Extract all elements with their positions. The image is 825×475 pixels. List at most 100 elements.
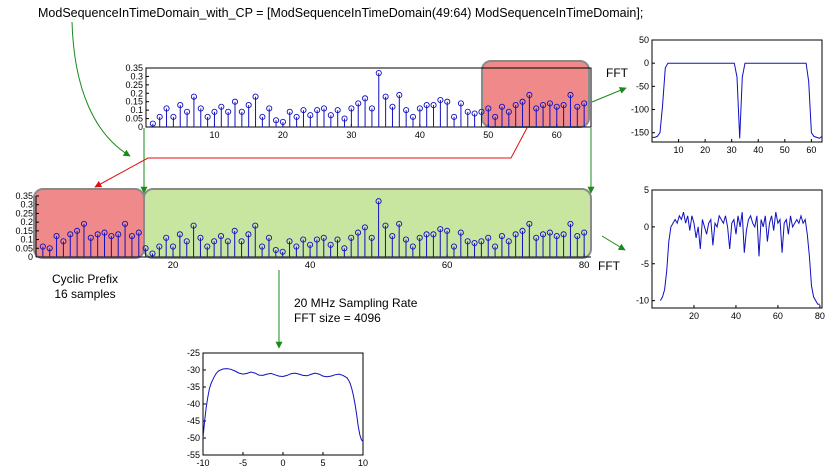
stem-marker (526, 220, 533, 227)
y-tick-label: 0.05 (125, 114, 143, 124)
stem-marker (574, 103, 581, 110)
stem-marker (505, 108, 512, 115)
stem-marker (231, 98, 239, 105)
stem-marker (265, 234, 273, 241)
stem-marker (396, 220, 403, 227)
fft-plot-80: 20 40 60 80 -10 -5 0 5 (636, 185, 825, 321)
stem-marker (341, 115, 348, 122)
y-tick-label: 0.3 (20, 200, 33, 210)
stem-marker (190, 93, 197, 100)
x-tick-label: 0 (280, 458, 285, 468)
stem-marker (176, 231, 183, 238)
x-tick-label: 80 (579, 260, 590, 271)
stem-marker (348, 105, 355, 112)
stem-marker (581, 100, 588, 107)
stem-marker (492, 113, 499, 120)
stem-marker (403, 107, 410, 114)
stem-marker (327, 241, 334, 248)
stem-marker (567, 91, 574, 99)
stem-marker (149, 250, 156, 257)
x-tick-label: 50 (483, 130, 493, 140)
x-tick-label: 60 (552, 130, 562, 140)
y-tick-label: 0.2 (130, 88, 143, 98)
stem-marker (252, 93, 259, 100)
original-sequence-highlight (143, 188, 592, 259)
stem-marker (204, 243, 211, 250)
y-tick-label: 0.25 (125, 80, 143, 90)
x-tick-label: 10 (358, 458, 368, 468)
stem-marker (485, 234, 492, 241)
stem-marker (533, 105, 540, 112)
stem-marker (533, 234, 540, 241)
y-tick-label: -55 (187, 450, 200, 460)
stem-marker (423, 231, 430, 238)
x-tick-label: 20 (168, 260, 179, 271)
cyclic-prefix-label: Cyclic Prefix (52, 272, 118, 286)
y-tick-label: -150 (631, 128, 649, 138)
x-tick-label: 10 (209, 130, 219, 140)
stem-marker (197, 234, 204, 241)
stem-marker (238, 238, 245, 245)
stem-marker (519, 227, 526, 234)
y-tick-label: 0 (644, 222, 649, 232)
stem-marker (286, 108, 293, 115)
stem-marker (53, 233, 60, 240)
stem-marker (101, 229, 108, 236)
stem-marker (368, 234, 375, 241)
fft-size-label: FFT size = 4096 (294, 311, 381, 325)
stem-marker (334, 236, 341, 243)
stem-marker (546, 229, 553, 236)
stem-marker (430, 231, 437, 238)
y-tick-label: 0.35 (125, 63, 143, 73)
x-tick-label: 50 (780, 145, 790, 155)
y-tick-label: 0.15 (15, 226, 33, 236)
y-tick-label: 0.05 (15, 243, 33, 253)
stem-marker (128, 233, 135, 240)
stem-marker (389, 233, 396, 240)
stem-marker (149, 120, 156, 127)
stem-marker (423, 102, 430, 109)
x-tick-label: -10 (196, 458, 209, 468)
stem-marker (402, 236, 410, 243)
stem-marker (122, 220, 129, 227)
stem-marker (361, 224, 368, 231)
stem-marker (156, 243, 163, 250)
x-tick-label: 30 (346, 130, 356, 140)
stem-marker (286, 238, 293, 245)
psd-plot: -10 -5 0 5 10-55-50-45-40-35-30-25 (187, 348, 368, 468)
stem-marker (184, 108, 191, 115)
x-tick-label: 20 (700, 145, 710, 155)
stem-marker (416, 105, 423, 112)
y-tick-label: -50 (636, 81, 649, 91)
stem-marker (60, 238, 67, 245)
stem-marker (279, 118, 286, 125)
stem-marker (87, 234, 94, 241)
x-tick-label: 40 (305, 260, 316, 271)
series-line (659, 211, 820, 305)
stem-marker (409, 113, 417, 120)
y-tick-label: 0.1 (130, 105, 143, 115)
fft-label-top: FFT (606, 66, 629, 80)
plot-frame (145, 67, 592, 128)
stem-marker (238, 108, 245, 115)
stem-marker (492, 243, 499, 250)
stem-marker (450, 243, 458, 250)
x-tick-label: 80 (815, 311, 825, 321)
stem-marker (197, 105, 204, 112)
x-tick-label: 5 (320, 458, 325, 468)
cp-samples-label: 16 samples (54, 287, 115, 301)
stem-marker (313, 236, 320, 243)
stem-marker (46, 245, 53, 252)
stem-marker (67, 231, 74, 238)
stem-marker (416, 234, 423, 241)
x-tick-label: 40 (753, 145, 763, 155)
stem-marker (464, 108, 471, 115)
stem-marker (444, 98, 451, 105)
y-tick-label: -45 (187, 416, 200, 426)
stem-marker (293, 113, 300, 120)
y-tick-label: -5 (641, 259, 649, 269)
stem-marker (231, 227, 238, 234)
y-tick-label: 50 (639, 35, 649, 45)
